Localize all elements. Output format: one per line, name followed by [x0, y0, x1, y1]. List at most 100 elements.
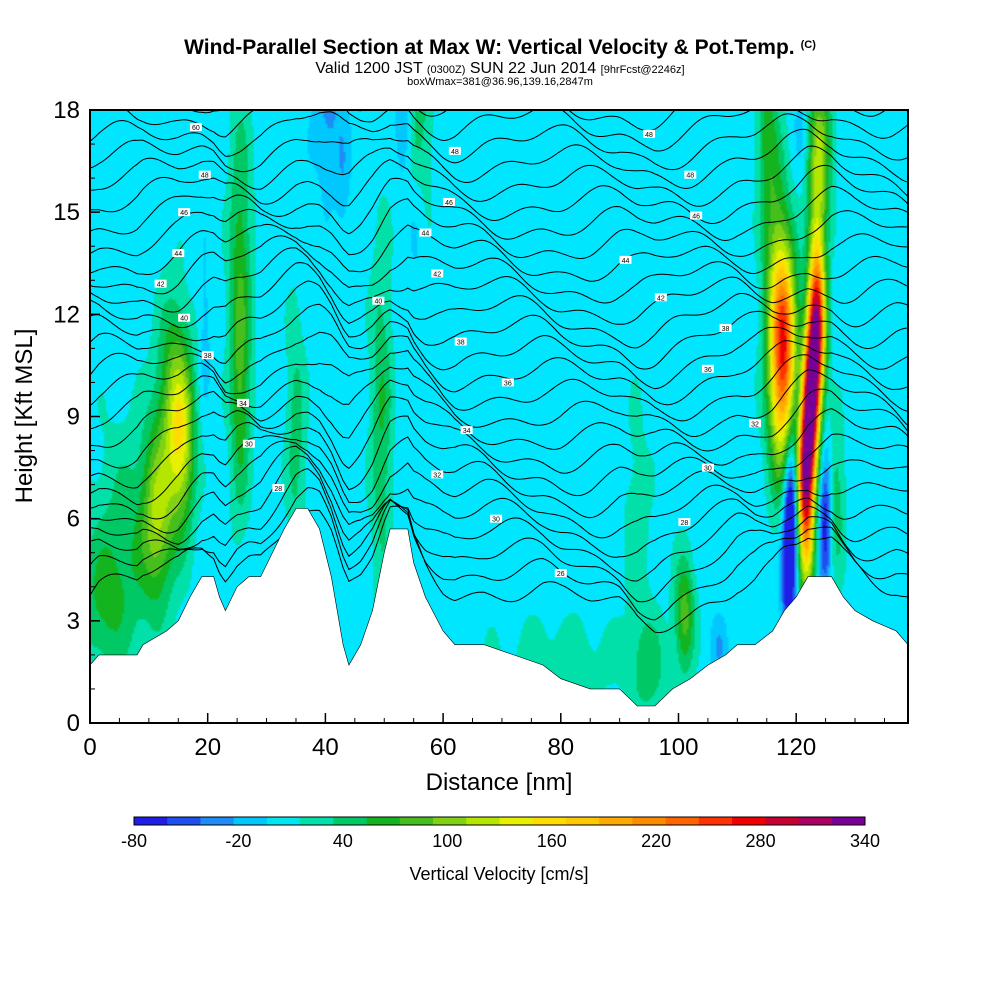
colorbar-swatch — [632, 817, 667, 825]
contour-label: 30 — [704, 466, 712, 473]
contour-label-bg — [719, 323, 732, 332]
x-axis: 0 20 40 60 80 100 120 — [83, 713, 885, 761]
contour-label: 40 — [374, 299, 382, 306]
colorbar-swatch — [765, 817, 800, 825]
y-axis: 0 3 6 9 12 15 18 — [53, 97, 100, 737]
y-axis-label: Height [Kft MSL] — [11, 329, 38, 504]
theta-contour — [90, 111, 908, 171]
valid-date: SUN 22 Jun 2014 — [469, 60, 597, 77]
contour-label: 28 — [274, 486, 282, 493]
contour-label-bg — [460, 426, 473, 435]
copyright-mark: (C) — [800, 39, 816, 51]
colorbar-swatch — [366, 817, 401, 825]
colorbar-tick-label: 160 — [537, 831, 567, 851]
colorbar-swatch — [532, 817, 567, 825]
contour-label: 48 — [201, 173, 209, 180]
y-tick-label: 15 — [53, 199, 80, 226]
y-tick-label: 9 — [67, 404, 80, 431]
contour-label-bg — [201, 351, 214, 360]
theta-contour — [90, 455, 908, 582]
theta-contour — [90, 262, 908, 349]
colorbar-tick-label: 280 — [746, 831, 776, 851]
colorbar-swatch — [233, 817, 268, 825]
x-tick-label: 20 — [194, 734, 221, 761]
contour-label: 46 — [180, 210, 188, 217]
theta-contour — [90, 110, 908, 152]
colorbar-label: Vertical Velocity [cm/s] — [409, 864, 588, 884]
y-tick-label: 0 — [67, 710, 80, 737]
contour-label-bg — [554, 569, 567, 578]
contour-label-bg — [684, 170, 697, 179]
contour-label-bg — [501, 378, 514, 387]
y-tick-label: 12 — [53, 301, 80, 328]
colorbar-swatch — [266, 817, 301, 825]
theta-contour — [90, 468, 908, 603]
theta-contour — [90, 280, 908, 370]
contour-label-bg — [431, 269, 444, 278]
chart-subtitle: Valid 1200 JST (0300Z) SUN 22 Jun 2014 [… — [0, 60, 1000, 78]
colorbar-swatch — [798, 817, 833, 825]
contour-label-bg — [643, 129, 656, 138]
theta-contours — [90, 110, 908, 634]
colorbar-tick-label: -80 — [121, 831, 147, 851]
colorbar-tick-label: 100 — [432, 831, 462, 851]
theta-contour — [90, 198, 908, 260]
contour-label-bg — [178, 313, 191, 322]
colorbar-swatch — [732, 817, 766, 825]
contour-label-bg — [701, 463, 714, 472]
theta-contour — [90, 350, 908, 422]
contour-label-bg — [654, 293, 667, 302]
colorbar-tick-label: 340 — [850, 831, 880, 851]
contour-label-bg — [172, 249, 185, 258]
theta-contour — [90, 303, 908, 390]
contour-label-bg — [454, 337, 467, 346]
colorbar-swatch — [831, 817, 866, 825]
colorbar-swatch — [466, 817, 500, 825]
contour-label-bg — [678, 518, 691, 527]
theta-contour-labels: 60 48 46 44 42 40 38 34 30 28 40 48 46 44 42 38 36 34 32 30… — [154, 123, 761, 578]
contour-label-bg — [619, 255, 632, 264]
theta-contour — [90, 145, 908, 207]
valid-time: Valid 1200 JST — [315, 60, 423, 77]
colorbar-swatch — [134, 817, 168, 825]
theta-contour — [90, 440, 908, 539]
theta-contour — [90, 366, 908, 438]
forecast-info: [9hrFcst@2246z] — [600, 64, 685, 76]
boxwmax-info: boxWmax=381@36.96,139.16,2847m — [0, 76, 1000, 88]
contour-label: 40 — [180, 316, 188, 323]
theta-contour — [90, 159, 908, 224]
contour-label-bg — [198, 170, 211, 179]
colorbar-tick-label: 220 — [641, 831, 671, 851]
y-tick-label: 6 — [67, 506, 80, 533]
y-tick-label: 18 — [53, 97, 80, 124]
contour-label: 38 — [457, 340, 465, 347]
colorbar-frame — [133, 816, 866, 826]
contour-label-bg — [431, 470, 444, 479]
y-tick-label: 3 — [67, 608, 80, 635]
colorbar-swatch — [599, 817, 633, 825]
theta-contour — [90, 445, 908, 558]
contour-label-bg — [272, 484, 285, 493]
chart-title-text: Wind-Parallel Section at Max W: Vertical… — [184, 36, 795, 59]
x-tick-label: 40 — [312, 734, 339, 761]
contour-label-bg — [490, 514, 503, 523]
contour-label: 38 — [204, 353, 212, 360]
contour-label-bg — [372, 296, 385, 305]
valid-utc: (0300Z) — [426, 64, 466, 76]
colorbar-swatch — [565, 817, 600, 825]
contour-label: 44 — [422, 231, 430, 238]
colorbar-swatch — [167, 817, 201, 825]
colorbar-swatch — [698, 817, 733, 825]
contour-label: 28 — [680, 520, 688, 527]
theta-contour — [90, 177, 908, 242]
contour-label-bg — [237, 398, 250, 407]
colorbar-swatch — [499, 817, 534, 825]
x-tick-label: 100 — [658, 734, 698, 761]
contour-label: 32 — [433, 472, 441, 479]
contour-label: 34 — [239, 401, 247, 408]
theta-contour — [90, 331, 908, 406]
theta-contour — [90, 235, 908, 304]
theta-contour — [90, 487, 908, 621]
contour-label: 48 — [645, 132, 653, 139]
